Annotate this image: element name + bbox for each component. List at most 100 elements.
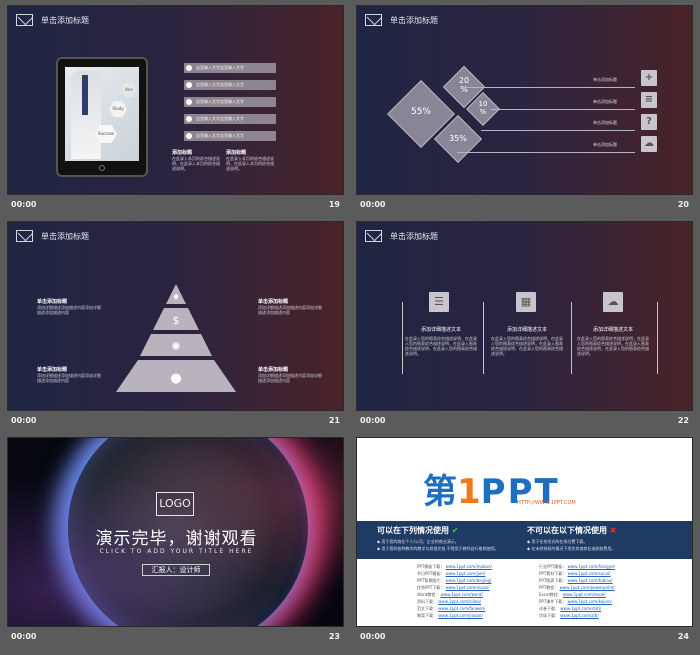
cannot-item: ◆ 用于任何形式的在线付费下载。	[527, 539, 588, 544]
connector-line	[465, 87, 635, 88]
slide-19[interactable]: 单击添加标题 Study Success Ann 这里输入文字这里输入文字 这里…	[7, 5, 344, 195]
slide-number: 24	[677, 632, 689, 641]
link[interactable]: www.1ppt.com/fanwen/	[438, 606, 486, 611]
slide-header: 单击添加标题	[365, 13, 438, 27]
nebula-glow	[8, 438, 343, 626]
link[interactable]: www.1ppt.com/xiazai/	[445, 585, 490, 590]
text-block: 单击添加标题 添加详细描述添加描述内容添加详细描述添加描述内容	[258, 367, 322, 383]
envelope-icon	[16, 230, 33, 242]
tablet-image: Study Success Ann	[56, 57, 148, 177]
slide-thumbnail-21[interactable]: 单击添加标题 ♦ $ ✺ ● 单击添加标题 添加详细描述添加描述内容添加详细描述…	[7, 221, 344, 429]
item-label: 单击添加标题	[593, 142, 617, 147]
link[interactable]: www.1ppt.com/ziti/	[560, 613, 599, 618]
hexagon-success: Success	[95, 125, 117, 143]
person-figure	[71, 71, 101, 159]
slide-footer: 00:00 19	[7, 197, 344, 213]
pyramid-tier-1	[166, 284, 186, 304]
transition-time: 00:00	[360, 632, 386, 641]
list-item: 这里输入文字这里输入文字	[184, 80, 276, 90]
slide-thumbnail-19[interactable]: 单击添加标题 Study Success Ann 这里输入文字这里输入文字 这里…	[7, 5, 344, 213]
slide-footer: 00:00 21	[7, 413, 344, 429]
closing-title: 演示完毕，谢谢观看	[95, 529, 258, 549]
brand-url: HTTP://WWW.1PPT.COM	[517, 500, 576, 506]
envelope-icon	[16, 14, 33, 26]
pyramid-tier-3	[140, 334, 212, 356]
slide-21[interactable]: 单击添加标题 ♦ $ ✺ ● 单击添加标题 添加详细描述添加描述内容添加详细描述…	[7, 221, 344, 411]
list-item: 这里输入文字这里输入文字	[184, 131, 276, 141]
brand-logo: 第1PPT	[423, 472, 560, 512]
question-icon: ?	[641, 114, 657, 130]
percent-label: 20 %	[458, 76, 470, 94]
link[interactable]: www.1ppt.com/jieri/	[445, 571, 486, 576]
text-block: 添加标题 在此录入本页的综合描述说明，在此录入本页的综合描述说明。	[172, 150, 220, 171]
slide-number: 20	[677, 200, 689, 209]
item-label: 单击添加标题	[593, 99, 617, 104]
transition-time: 00:00	[360, 416, 386, 425]
link[interactable]: www.1ppt.com/shiti/	[560, 606, 602, 611]
link[interactable]: www.1ppt.com/ziliao/	[438, 599, 482, 604]
pyramid-tier-4	[116, 360, 236, 392]
slide-number: 21	[328, 416, 340, 425]
connector-line	[481, 130, 635, 131]
slide-number: 22	[677, 416, 689, 425]
cloud-icon: ☁	[641, 136, 657, 152]
plus-icon: +	[641, 70, 657, 86]
text-block: 单击添加标题 添加详细描述添加描述内容添加详细描述添加描述内容	[258, 299, 322, 315]
transition-time: 00:00	[11, 416, 37, 425]
link[interactable]: www.1ppt.com/powerpoint/	[559, 585, 615, 590]
slide-number: 23	[328, 632, 340, 641]
link[interactable]: www.1ppt.com/moban/	[445, 564, 492, 569]
percent-label: 10 %	[478, 100, 488, 116]
server-icon: ☰	[429, 292, 449, 312]
link[interactable]: www.1ppt.com/hangye/	[567, 564, 615, 569]
slide-title: 单击添加标题	[41, 231, 89, 241]
cannot-item: ◆ 在未经授权的情况下用作其他商业或收取费用。	[527, 546, 616, 551]
slide-thumbnail-24[interactable]: 第1PPT HTTP://WWW.1PPT.COM 可以在下列情况使用 ✔ 不可…	[356, 437, 693, 645]
slide-title: 单击添加标题	[390, 15, 438, 25]
planet-image	[68, 438, 308, 626]
cross-icon: ✖	[609, 526, 617, 535]
check-icon: ✔	[451, 526, 459, 535]
slide-header: 单击添加标题	[16, 229, 89, 243]
link[interactable]: www.1ppt.com/beijing/	[445, 578, 492, 583]
item-label: 单击添加标题	[593, 120, 617, 125]
text-block: 添加详细描述文本 在此录入您的图表综合描述说明，在此录入您的图表综合描述说明，在…	[405, 327, 477, 356]
link[interactable]: www.1ppt.com/tubiao/	[567, 578, 613, 583]
closing-subtitle: CLICK TO ADD YOUR TITLE HERE	[99, 548, 254, 555]
slide-20[interactable]: 单击添加标题 55% 20 % 10 % 35% 单击添加标题 单击添加标题 单…	[356, 5, 693, 195]
link[interactable]: www.1ppt.com/jiaoan/	[438, 613, 483, 618]
slide-thumbnail-22[interactable]: 单击添加标题 ☰ ▦ ☁ 添加详细描述文本 在此录入您的图表综合描述说明，在此录…	[356, 221, 693, 429]
slide-thumbnail-20[interactable]: 单击添加标题 55% 20 % 10 % 35% 单击添加标题 单击添加标题 单…	[356, 5, 693, 213]
qr-code-icon: ▦	[516, 292, 536, 312]
text-block: 单击添加标题 添加详细描述添加描述内容添加详细描述添加描述内容	[37, 299, 101, 315]
connector-line	[491, 109, 635, 110]
slide-title: 单击添加标题	[41, 15, 89, 25]
hexagon-study: Study	[109, 101, 127, 117]
links-left: PPT模板下载： www.1ppt.com/moban/ 节日PPT模板： ww…	[417, 564, 492, 618]
link[interactable]: www.1ppt.com/kejian/	[567, 599, 612, 604]
slide-22[interactable]: 单击添加标题 ☰ ▦ ☁ 添加详细描述文本 在此录入您的图表综合描述说明，在此录…	[356, 221, 693, 411]
dollar-icon: $	[173, 314, 180, 327]
slide-title: 单击添加标题	[390, 231, 438, 241]
link[interactable]: www.1ppt.com/sucai/	[567, 571, 611, 576]
text-block: 单击添加标题 添加详细描述添加描述内容添加详细描述添加描述内容	[37, 367, 101, 383]
document-icon: ≡	[641, 92, 657, 108]
slide-number: 19	[328, 200, 340, 209]
text-block: 添加详细描述文本 在此录入您的图表综合描述说明，在此录入您的图表综合描述说明，在…	[577, 327, 649, 356]
percent-label: 55%	[410, 107, 431, 117]
envelope-icon	[365, 14, 382, 26]
tablet-home-button	[99, 165, 105, 171]
slide-thumbnail-23[interactable]: LOGO 演示完毕，谢谢观看 CLICK TO ADD YOUR TITLE H…	[7, 437, 344, 645]
transition-time: 00:00	[360, 200, 386, 209]
bulb-icon: ♦	[172, 293, 180, 303]
slide-23[interactable]: LOGO 演示完毕，谢谢观看 CLICK TO ADD YOUR TITLE H…	[7, 437, 344, 627]
percent-label: 35%	[449, 134, 467, 143]
slide-24[interactable]: 第1PPT HTTP://WWW.1PPT.COM 可以在下列情况使用 ✔ 不可…	[356, 437, 693, 627]
pyramid-diagram: ♦ $ ✺ ●	[116, 284, 236, 392]
divider-line	[483, 302, 484, 374]
link[interactable]: www.1ppt.com/word/	[440, 592, 483, 597]
link[interactable]: www.1ppt.com/excel/	[562, 592, 606, 597]
list-item: 这里输入文字这里输入文字	[184, 97, 276, 107]
divider-line	[402, 302, 403, 374]
slide-footer: 00:00 20	[356, 197, 693, 213]
